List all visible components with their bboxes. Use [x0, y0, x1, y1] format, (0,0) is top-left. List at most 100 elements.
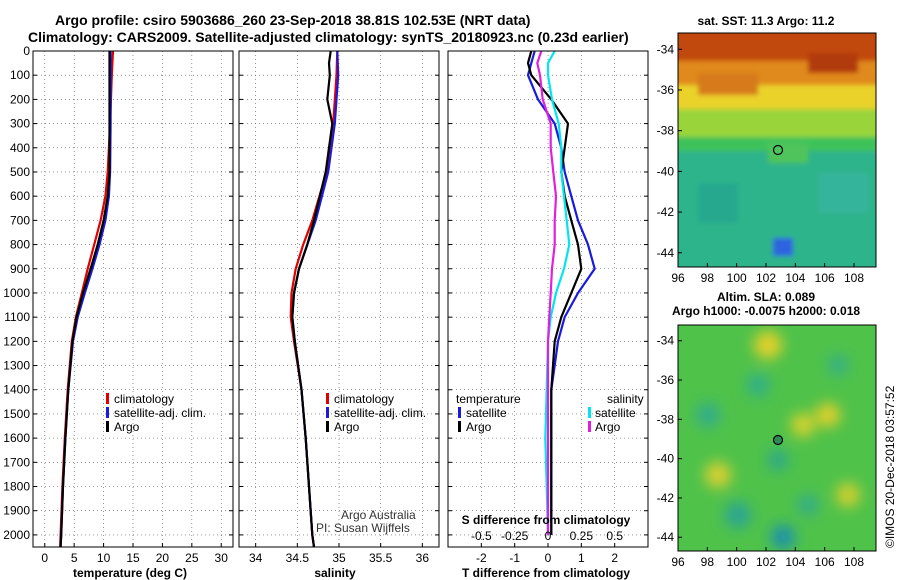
x-tick-label: 0	[41, 551, 48, 565]
map-y-tick-label: -34	[657, 42, 675, 56]
figure-title-line2: Climatology: CARS2009. Satellite-adjuste…	[28, 29, 629, 45]
credit-text: Argo Australia	[341, 508, 416, 522]
map-y-tick-label: -34	[657, 334, 675, 348]
y-tick-label: 700	[10, 213, 30, 227]
legend-swatch-satellite	[106, 407, 109, 418]
y-tick-label: 800	[10, 238, 30, 252]
legend-swatch-t-satellite	[458, 407, 461, 418]
x-tick-label: 35.5	[369, 551, 393, 565]
x-tick-label: 34.5	[286, 551, 310, 565]
t-difference-xlabel: T difference from climatology	[462, 566, 630, 580]
imos-watermark: ©IMOS 20-Dec-2018 03:57:52	[883, 385, 897, 548]
map-y-tick-label: -38	[657, 124, 675, 138]
x-tick-label: 15	[126, 551, 140, 565]
salinity-lines	[289, 51, 340, 547]
x-tick-label: 2	[611, 551, 618, 565]
x-tick-label: 5	[71, 551, 78, 565]
map-x-tick-label: 108	[844, 555, 864, 569]
sst-argo-marker	[772, 144, 784, 156]
y-tick-label: 2000	[3, 528, 30, 542]
sst-map-ticks: 96 98 100 102 104 106 108 -34 -36 -38 -40 -42 -44	[657, 42, 865, 285]
legend-header-salinity: salinity	[607, 392, 644, 406]
temperature-xlabel: temperature (deg C)	[73, 566, 187, 580]
sst-map-image	[678, 33, 876, 267]
salinity-panel: 34 34.5 35 35.5 36 salinity climatology sate…	[238, 50, 440, 580]
sla-map-frame	[677, 324, 877, 552]
sla-map-ticks: 96 98 100 102 104 106 108 -34 -36 -38 -40 -42 -44	[657, 334, 865, 569]
y-tick-label: 1100	[4, 310, 30, 324]
y-tick-label: 900	[10, 262, 30, 276]
sla-map-subtitle: Argo h1000: -0.0075 h2000: 0.018	[672, 304, 860, 318]
map-y-tick-label: -36	[657, 373, 675, 387]
legend-swatch-climatology	[326, 393, 329, 404]
y-tick-label: 0	[23, 44, 30, 58]
map-x-tick-label: 100	[727, 271, 747, 285]
map-y-tick-label: -44	[657, 246, 675, 260]
x-tick-label: 10	[97, 551, 111, 565]
map-x-tick-label: 106	[815, 555, 835, 569]
sst-map-panel: sat. SST: 11.3 Argo: 11.2 96 98 100 102 104 1…	[657, 14, 877, 285]
legend-label-climatology: climatology	[334, 392, 394, 406]
s-diff-tick-label: 0.5	[606, 529, 623, 543]
y-tick-label: 1000	[3, 286, 30, 300]
sla-map-panel: Altim. SLA: 0.089 Argo h1000: -0.0075 h2…	[657, 290, 877, 569]
map-x-tick-label: 102	[756, 271, 776, 285]
map-y-tick-label: -42	[657, 205, 675, 219]
s-diff-tick-label: 0.25	[570, 529, 594, 543]
legend-swatch-climatology	[106, 393, 109, 404]
x-tick-label: 30	[215, 551, 229, 565]
difference-panel: -2 -1 0 1 2 -0.5 -0.25 0 0.25 0.5 S difference fr…	[447, 50, 649, 580]
sla-map-image	[678, 325, 876, 551]
legend-label-satellite: satellite-adj. clim.	[334, 406, 426, 420]
x-tick-label: -2	[476, 551, 487, 565]
y-tick-label: 1500	[3, 407, 30, 421]
x-tick-label: 25	[185, 551, 199, 565]
temperature-ticks: 0 5 10 15 20 25 300100200300400500600700800900…	[3, 44, 233, 565]
map-x-tick-label: 106	[815, 271, 835, 285]
map-y-tick-label: -44	[657, 530, 675, 544]
map-x-tick-label: 104	[785, 555, 805, 569]
s-diff-tick-label: -0.5	[471, 529, 492, 543]
legend-swatch-argo	[106, 421, 109, 432]
x-tick-label: 20	[156, 551, 170, 565]
map-x-tick-label: 98	[701, 271, 715, 285]
legend-label-argo: Argo	[334, 420, 360, 434]
series-line-climatology	[289, 51, 339, 547]
series-line-argo	[59, 51, 111, 547]
y-tick-label: 1400	[3, 383, 30, 397]
legend-header-temperature: temperature	[456, 392, 521, 406]
x-tick-label: 1	[578, 551, 585, 565]
sst-map-frame	[677, 32, 877, 268]
sla-argo-marker	[772, 434, 784, 446]
sla-map-title: Altim. SLA: 0.089	[717, 290, 815, 304]
s-diff-tick-label: 0	[545, 529, 552, 543]
x-tick-label: 35	[332, 551, 346, 565]
y-tick-label: 300	[10, 117, 30, 131]
map-x-tick-label: 108	[844, 271, 864, 285]
map-x-tick-label: 98	[701, 555, 715, 569]
x-tick-label: 0	[545, 551, 552, 565]
y-tick-label: 600	[10, 189, 30, 203]
legend-label-climatology: climatology	[114, 392, 174, 406]
salinity-grid	[239, 50, 439, 547]
map-x-tick-label: 96	[671, 271, 685, 285]
map-x-tick-label: 102	[756, 555, 776, 569]
salinity-legend: climatology satellite-adj. clim. Argo	[326, 392, 426, 434]
map-y-tick-label: -36	[657, 83, 675, 97]
y-tick-label: 400	[10, 141, 30, 155]
map-y-tick-label: -38	[657, 412, 675, 426]
series-line-s-satellite	[544, 51, 571, 535]
legend-swatch-s-satellite	[588, 407, 591, 418]
y-tick-label: 1300	[3, 359, 30, 373]
legend-swatch-t-argo	[458, 421, 461, 432]
map-x-tick-label: 104	[785, 271, 805, 285]
salinity-ticks: 34 34.5 35 35.5 36	[239, 50, 439, 565]
series-line-s-argo	[536, 51, 558, 535]
y-tick-label: 1200	[3, 334, 30, 348]
x-tick-label: -1	[509, 551, 520, 565]
legend-label-t-satellite: satellite	[466, 406, 507, 420]
salinity-xlabel: salinity	[314, 566, 356, 580]
series-line-satellite-adj-clim-	[59, 51, 112, 547]
temperature-lines	[59, 51, 115, 547]
x-tick-label: 34	[249, 551, 263, 565]
